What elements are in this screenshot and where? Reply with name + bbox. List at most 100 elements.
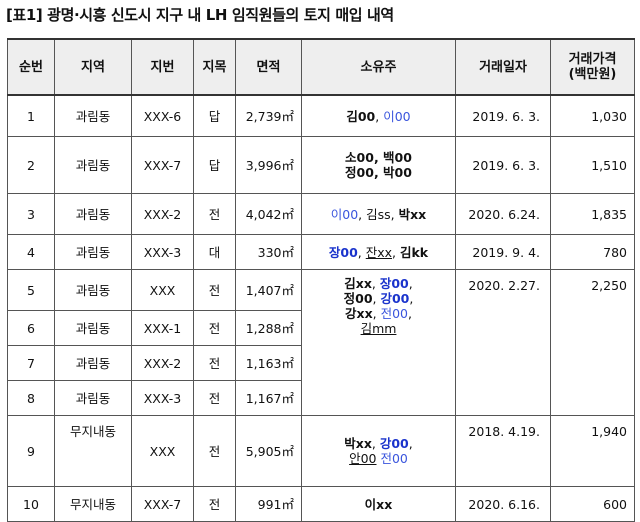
cell-owner: 김00, 이00 [301,94,456,137]
table-row: 1 과림동 XXX-6 답 2,739㎡ 김00, 이00 2019. 6. 3. 1,030 [7,94,635,137]
cell-no: 1 [7,94,55,137]
owner-name: , [392,244,400,260]
cell-price: 780 [550,234,635,270]
cell-owner: 이00, 김ss, 박xx [301,193,456,235]
table-row: 7 과림동 XXX-2 전 1,163㎡ [7,345,635,381]
cell-owner-group: 김xx, 장00, 정00, 강00, 강xx, 전00, 김mm [301,269,456,416]
cell-area: 과림동 [54,94,132,137]
cell-lot: XXX-7 [131,486,194,522]
cell-area: 과림동 [54,193,132,235]
owner-name: , [357,244,366,260]
cell-lot: XXX-3 [131,234,194,270]
cell-size: 5,905㎡ [235,415,302,487]
cell-lot: XXX [131,415,194,487]
cell-date: 2019. 9. 4. [455,234,551,270]
col-header-lot: 지번 [131,38,194,96]
cell-area: 과림동 [54,310,132,346]
cell-owner: 장00, 잔xx, 김kk [301,234,456,270]
cell-area: 과림동 [54,234,132,270]
owner-name: 정00 [343,291,373,306]
cell-lot: XXX-6 [131,94,194,137]
cell-land-type: 답 [193,94,236,137]
cell-size: 330㎡ [235,234,302,270]
cell-land-type: 전 [193,193,236,235]
owner-name: 장00 [379,276,409,291]
table-row: 2 과림동 XXX-7 답 3,996㎡ 소00, 백00 정00, 박00 2019. 6.… [7,136,635,194]
cell-owner: 소00, 백00 정00, 박00 [301,136,456,194]
owner-name: , [371,436,380,451]
owner-name: 정00, 박00 [345,165,412,180]
table-row: 10 무지내동 XXX-7 전 991㎡ 이xx 2020. 6.16. 600 [7,486,635,522]
owner-name: , [372,306,381,321]
owner-name: , [371,276,380,291]
cell-area: 과림동 [54,380,132,416]
table-row: 9 무지내동 XXX 전 5,905㎡ 박xx, 강00, 안00 전00 2018. 4.1… [7,415,635,487]
col-header-price: 거래가격 (백만원) [550,38,635,96]
owner-name: 김mm [360,321,397,336]
owner-name: , [372,291,381,306]
col-header-owner: 소유주 [301,38,456,96]
cell-land-type: 대 [193,234,236,270]
owner-name: 강00 [379,436,409,451]
cell-lot: XXX [131,269,194,311]
cell-owner: 박xx, 강00, 안00 전00 [301,415,456,487]
cell-no: 3 [7,193,55,235]
cell-area: 무지내동 [54,486,132,522]
owner-name: 김xx [344,276,372,291]
owner-name: 강xx [345,306,373,321]
owner-name: 김kk [399,244,429,260]
cell-price: 1,030 [550,94,635,137]
cell-no: 5 [7,269,55,311]
col-header-date: 거래일자 [455,38,551,96]
cell-area: 과림동 [54,345,132,381]
cell-date-group: 2020. 2.27. [455,269,551,416]
col-header-land-type: 지목 [193,38,236,96]
header-row: 순번 지역 지번 지목 면적 소유주 거래일자 거래가격 (백만원) [7,38,635,96]
cell-no: 10 [7,486,55,522]
owner-name: 이00 [383,108,411,124]
owner-name: 박xx [344,436,372,451]
owner-name: 전00 [376,451,408,466]
cell-price-group: 2,250 [550,269,635,416]
owner-name: 박xx [398,206,427,222]
cell-price: 1,835 [550,193,635,235]
cell-no: 2 [7,136,55,194]
owner-name: , [409,291,414,306]
cell-size: 1,407㎡ [235,269,302,311]
cell-no: 7 [7,345,55,381]
owner-name: , 김ss, [358,206,399,222]
owner-name: , [408,306,412,321]
cell-land-type: 전 [193,269,236,311]
cell-owner: 이xx [301,486,456,522]
cell-size: 4,042㎡ [235,193,302,235]
cell-price: 600 [550,486,635,522]
owner-name: 이xx [364,496,393,512]
cell-size: 3,996㎡ [235,136,302,194]
owner-name: 전00 [380,306,408,321]
owner-name: , [408,276,413,291]
col-header-no: 순번 [7,38,55,96]
cell-lot: XXX-2 [131,345,194,381]
cell-area: 과림동 [54,269,132,311]
cell-date: 2019. 6. 3. [455,136,551,194]
cell-no: 6 [7,310,55,346]
cell-lot: XXX-3 [131,380,194,416]
table-row: 3 과림동 XXX-2 전 4,042㎡ 이00, 김ss, 박xx 2020. 6.24.… [7,193,635,235]
cell-land-type: 전 [193,486,236,522]
cell-no: 8 [7,380,55,416]
cell-date: 2020. 6.16. [455,486,551,522]
cell-size: 991㎡ [235,486,302,522]
cell-no: 4 [7,234,55,270]
cell-date: 2019. 6. 3. [455,94,551,137]
owner-name: , [408,436,413,451]
cell-price: 1,940 [550,415,635,487]
owner-name: 김00 [346,108,376,124]
owner-name: 소00, 백00 [345,150,412,165]
cell-land-type: 전 [193,415,236,487]
cell-land-type: 답 [193,136,236,194]
table-title: [표1] 광명·시흥 신도시 지구 내 LH 임직원들의 토지 매입 내역 [6,6,394,24]
owner-name: 강00 [380,291,410,306]
cell-date: 2018. 4.19. [455,415,551,487]
col-header-size: 면적 [235,38,302,96]
owner-name: , [375,108,384,124]
